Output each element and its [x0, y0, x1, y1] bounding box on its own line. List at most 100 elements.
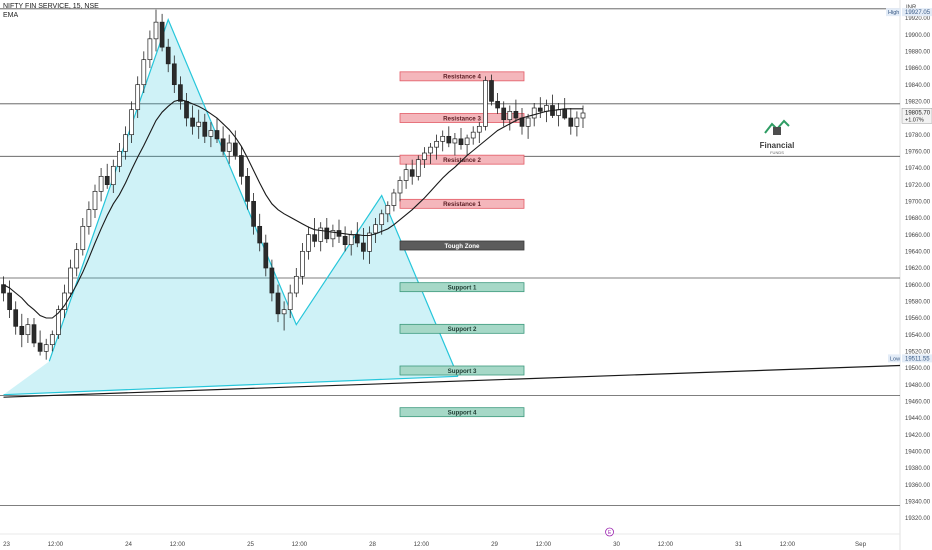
candle[interactable] [452, 138, 458, 144]
candle[interactable] [361, 242, 366, 252]
candle[interactable] [562, 109, 568, 119]
candle[interactable] [92, 190, 98, 211]
candle[interactable] [434, 140, 439, 148]
candle[interactable] [171, 63, 177, 86]
candle[interactable] [220, 138, 226, 152]
candle[interactable] [293, 275, 299, 294]
candle[interactable] [226, 142, 232, 152]
candle[interactable] [25, 324, 31, 336]
candle[interactable] [196, 121, 202, 127]
candle[interactable] [86, 209, 92, 227]
candle[interactable] [49, 334, 55, 346]
candle[interactable] [129, 109, 134, 136]
candle[interactable] [476, 125, 482, 133]
candle[interactable] [257, 225, 263, 244]
candle[interactable] [556, 109, 561, 116]
candle[interactable] [470, 131, 476, 139]
candle[interactable] [165, 46, 171, 65]
candle[interactable] [37, 342, 43, 352]
pattern-base-line[interactable] [3, 375, 458, 396]
zone-box-3[interactable] [399, 198, 525, 209]
candle[interactable] [159, 21, 165, 48]
candle[interactable] [379, 213, 385, 226]
candle[interactable] [98, 175, 104, 192]
pattern-line[interactable] [48, 17, 459, 377]
candle[interactable] [531, 107, 537, 119]
candle[interactable] [178, 84, 183, 102]
candle[interactable] [544, 105, 549, 112]
zone-box-0[interactable] [399, 71, 525, 82]
indicator-label[interactable]: EMA [3, 12, 19, 19]
candle[interactable] [312, 234, 317, 242]
candle[interactable] [80, 225, 86, 251]
trend-line[interactable] [3, 364, 901, 398]
candle[interactable] [385, 205, 391, 215]
candle[interactable] [580, 112, 586, 119]
candle[interactable] [214, 130, 220, 140]
candle[interactable] [202, 121, 208, 137]
candle[interactable] [245, 175, 250, 202]
candle[interactable] [483, 80, 488, 127]
candle[interactable] [251, 200, 256, 227]
candle[interactable] [519, 117, 525, 127]
candle[interactable] [281, 309, 287, 315]
candle[interactable] [397, 180, 403, 194]
candle[interactable] [428, 146, 433, 154]
earnings-marker[interactable] [605, 527, 614, 537]
candle[interactable] [342, 235, 348, 246]
zone-box-6[interactable] [399, 323, 525, 334]
candle[interactable] [123, 134, 128, 152]
zone-box-4[interactable] [399, 240, 525, 251]
candle[interactable] [110, 165, 116, 186]
candle[interactable] [464, 137, 470, 146]
candle[interactable] [318, 227, 324, 242]
candle[interactable] [403, 169, 409, 181]
candle[interactable] [153, 21, 159, 40]
candle[interactable] [147, 38, 153, 61]
candle[interactable] [391, 192, 397, 206]
candle[interactable] [43, 344, 49, 352]
candle[interactable] [13, 309, 19, 327]
candle[interactable] [56, 309, 61, 336]
candle[interactable] [275, 292, 281, 315]
candle[interactable] [7, 292, 12, 311]
candle[interactable] [287, 292, 293, 311]
candle[interactable] [117, 150, 122, 167]
candle[interactable] [501, 107, 507, 121]
zone-box-7[interactable] [399, 365, 525, 376]
zone-box-5[interactable] [399, 282, 525, 293]
candle[interactable] [190, 117, 195, 127]
candle[interactable] [354, 234, 360, 244]
candle[interactable] [135, 84, 141, 111]
candle[interactable] [513, 110, 519, 119]
candle[interactable] [269, 267, 275, 294]
candle[interactable] [415, 159, 421, 177]
candle[interactable] [367, 232, 372, 252]
candle[interactable] [324, 227, 330, 240]
candle[interactable] [440, 135, 446, 142]
candle[interactable] [446, 135, 452, 144]
candle[interactable] [330, 230, 336, 240]
zone-box-8[interactable] [399, 407, 525, 418]
candle[interactable] [422, 152, 427, 161]
candle[interactable] [104, 175, 110, 186]
candle[interactable] [232, 142, 238, 156]
candle[interactable] [348, 234, 354, 246]
candle[interactable] [141, 59, 147, 86]
candle[interactable] [458, 138, 464, 146]
candle[interactable] [525, 117, 531, 127]
candle[interactable] [208, 130, 214, 137]
candle[interactable] [574, 117, 580, 127]
candle[interactable] [568, 117, 574, 127]
candle[interactable] [184, 100, 189, 119]
candle[interactable] [74, 249, 80, 269]
candle[interactable] [489, 80, 494, 102]
candle[interactable] [68, 267, 73, 294]
candle[interactable] [409, 169, 415, 177]
candle[interactable] [537, 107, 543, 112]
candle[interactable] [507, 110, 513, 121]
candle[interactable] [300, 250, 305, 277]
candle[interactable] [373, 224, 378, 234]
candle[interactable] [495, 100, 500, 109]
